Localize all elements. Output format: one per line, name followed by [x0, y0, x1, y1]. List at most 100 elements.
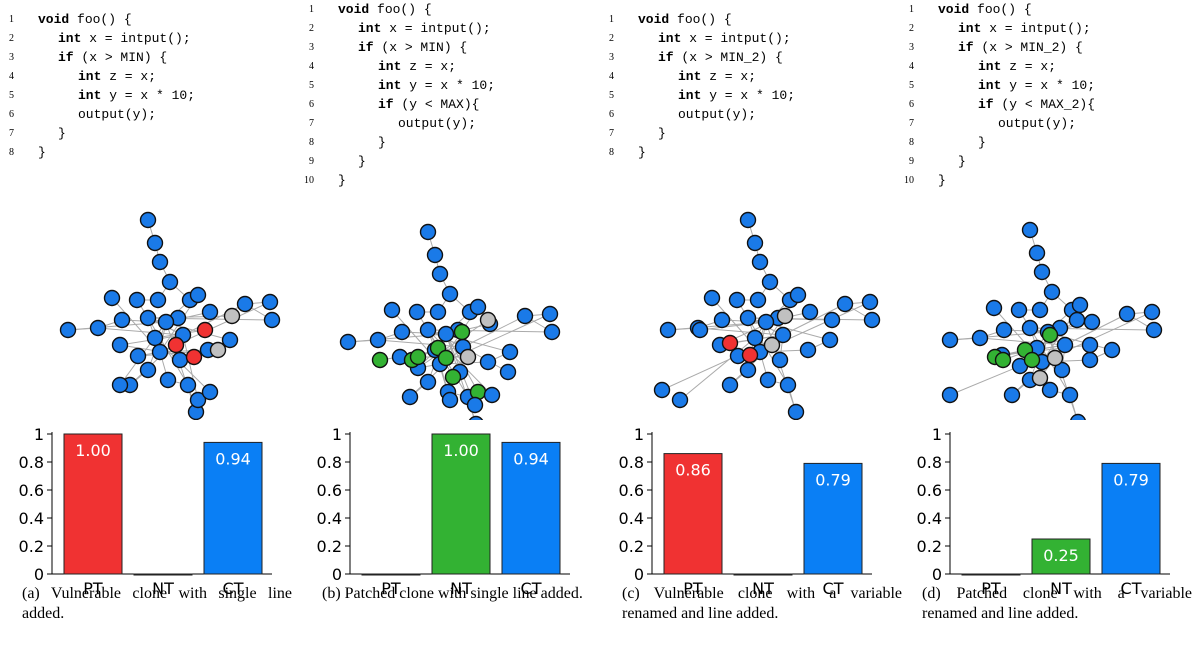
code-keyword: int	[978, 59, 1002, 74]
y-tick-label: 0.4	[619, 509, 644, 528]
graph-node	[409, 348, 427, 366]
bar-ct	[203, 441, 263, 575]
graph-node	[1061, 386, 1079, 404]
code-keyword: int	[358, 21, 382, 36]
graph-node	[1028, 244, 1046, 262]
code-text: void foo() {	[38, 10, 132, 29]
graph-node	[728, 291, 746, 309]
code-rest: z = x;	[1001, 59, 1057, 74]
code-keyword: if	[658, 50, 674, 65]
line-number: 3	[609, 52, 614, 63]
graph-node	[468, 415, 484, 420]
graph-node	[1056, 336, 1074, 354]
graph-edge	[699, 321, 767, 331]
graph-node	[151, 343, 169, 361]
line-number: 7	[9, 128, 14, 139]
subfigure-c: 1 void foo() {2 int x = intput(); 3 if (x > …	[600, 0, 902, 659]
graph-node	[111, 336, 129, 354]
x-tick-label: NT	[752, 579, 774, 598]
code-rest: z = x;	[701, 69, 757, 84]
code-text: int x = intput();	[958, 19, 1091, 38]
code-keyword: int	[78, 69, 102, 84]
code-text: }	[638, 143, 646, 162]
code-keyword: int	[678, 88, 702, 103]
graph-node	[994, 351, 1012, 369]
bar-value-label: 0.94	[513, 449, 549, 468]
code-rest: (y < MAX_2){	[993, 97, 1096, 112]
graph-node	[157, 313, 175, 331]
graph-node	[789, 286, 807, 304]
graph-node	[429, 303, 447, 321]
x-tick-label: PT	[83, 579, 103, 598]
bar-chart: 0 0.2 0.4 0.6 0.8 1 PT 1.00 NT 0.94 CT	[317, 425, 570, 598]
subfigure-caption: (c) Vulnerable clone with a variable ren…	[622, 585, 902, 622]
code-rest: }	[978, 135, 986, 150]
code-keyword: void	[338, 2, 370, 17]
graph-node	[466, 396, 484, 414]
graph-node	[139, 211, 157, 229]
code-text: }	[358, 152, 366, 171]
graph-node	[1031, 369, 1049, 387]
code-text: }	[938, 171, 946, 190]
line-number: 1	[309, 4, 314, 15]
graph-node	[1043, 283, 1061, 301]
code-keyword: if	[358, 40, 374, 55]
y-tick-label: 0.8	[317, 453, 342, 472]
code-text: int y = x * 10;	[978, 76, 1095, 95]
code-text: }	[58, 124, 66, 143]
graph-node	[799, 341, 817, 359]
code-rest: }	[38, 145, 46, 160]
graph-node	[146, 234, 164, 252]
graph-node	[861, 293, 879, 311]
graph-node	[995, 321, 1013, 339]
graph-network	[653, 211, 881, 420]
line-number: 10	[304, 175, 314, 186]
subfigure-d: 1 void foo() {2 int x = intput(); 3 if (x > …	[900, 0, 1198, 659]
graph-node	[774, 326, 792, 344]
code-keyword: if	[958, 40, 974, 55]
graph-edge	[97, 327, 184, 336]
graph-node	[189, 286, 207, 304]
code-keyword: if	[978, 97, 994, 112]
graph-node	[746, 234, 764, 252]
line-number: 5	[609, 90, 614, 101]
subfigure-caption: (a) Vulnerable clone with single line ad…	[22, 585, 292, 622]
graph-node	[371, 351, 389, 369]
graph-node	[836, 295, 854, 313]
bar-ct	[803, 462, 863, 575]
y-tick-label: 0	[634, 565, 644, 584]
code-text: int z = x;	[978, 57, 1056, 76]
subfigure-a: 1 void foo() {2 int x = intput(); 3 if (x > …	[0, 0, 298, 659]
x-tick-label: PT	[981, 579, 1001, 598]
code-text: if (x > MIN) {	[358, 38, 467, 57]
line-number: 1	[609, 14, 614, 25]
bar-value-label: 0.86	[675, 461, 711, 480]
graph-node	[441, 391, 459, 409]
code-keyword: int	[78, 88, 102, 103]
code-text: }	[378, 133, 386, 152]
line-number: 4	[609, 71, 614, 82]
code-rest: }	[378, 135, 386, 150]
code-text: output(y);	[678, 105, 756, 124]
line-number: 2	[309, 23, 314, 34]
graph-node	[437, 325, 455, 343]
y-tick-label: 0.2	[19, 537, 44, 556]
line-number: 5	[9, 90, 14, 101]
graph-node	[483, 386, 501, 404]
line-number: 7	[309, 118, 314, 129]
graph-node	[59, 321, 77, 339]
graph-node	[1031, 301, 1049, 319]
graph-node	[541, 305, 559, 323]
bar-chart: 0 0.2 0.4 0.6 0.8 1 1.00 PT NT 0.94 CT	[19, 425, 272, 598]
x-tick-label: PT	[683, 579, 703, 598]
code-text: if (y < MAX_2){	[978, 95, 1095, 114]
x-tick-label: NT	[450, 579, 472, 598]
line-number: 3	[309, 42, 314, 53]
graph-edge	[949, 365, 1021, 396]
y-tick-label: 0.8	[619, 453, 644, 472]
graph-edge	[697, 327, 784, 336]
graph-node	[757, 313, 775, 331]
bar-ct	[1101, 462, 1161, 575]
code-text: if (x > MIN_2) {	[958, 38, 1083, 57]
graph-node	[201, 383, 219, 401]
